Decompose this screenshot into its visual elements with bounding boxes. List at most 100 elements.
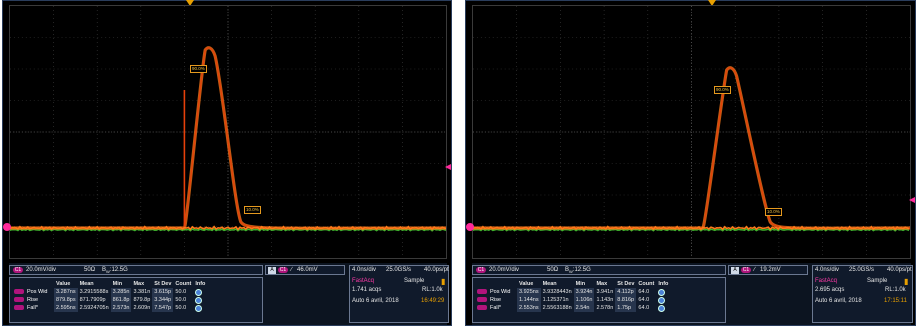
row-name: Pos Wid (490, 289, 511, 295)
info-icon[interactable] (195, 304, 203, 312)
cell-mean: 3.2915588s (79, 289, 109, 295)
col-count: Count (175, 281, 192, 287)
acquisition-count: 2.695 acqs (815, 287, 845, 293)
acquisition-panel[interactable]: 4.0ns/div 25.0GS/s 40.0ps/pt FastAcq Sam… (812, 265, 913, 323)
acquisition-panel[interactable]: 4.0ns/div 25.0GS/s 40.0ps/pt FastAcq Sam… (349, 265, 449, 323)
col-mean: Mean (542, 281, 557, 287)
table-row[interactable]: Rise 879.8ps 871.7909p 861.8p 879.8p 3.3… (12, 296, 207, 304)
cell-stdev: 3.615p (152, 288, 174, 296)
channel-readout[interactable]: C1 20.0mV/div 50Ω BW:12.5G (9, 265, 263, 275)
trigger-mode: Auto (815, 298, 828, 304)
cell-min: 1.106n (573, 296, 595, 304)
cell-count: 64.0 (638, 289, 650, 295)
trigger-slope-icon: ∕ (291, 267, 293, 273)
trigger-level-arrow[interactable] (445, 164, 451, 170)
marker-90-label: 90.0% (714, 86, 731, 94)
channel-bandwidth-label: BW:12.5G (565, 267, 591, 275)
trigger-position-marker[interactable] (708, 0, 716, 6)
channel-1-ground-marker[interactable] (466, 223, 474, 231)
table-row[interactable]: Pos Wid 3.287ns 3.2915588s 3.285n 3.381n… (12, 288, 207, 296)
col-stdev: St Dev (154, 281, 172, 287)
acquisition-date: 6 avril, 2018 (366, 298, 399, 304)
table-row[interactable]: Pos Wid 3.925ns 3.9328443n 3.924n 3.941n… (475, 288, 670, 296)
scope-panel-left: 90.0% 10.0% C1 20.0mV/div 50Ω BW:12.5G A… (2, 0, 452, 326)
row-channel-badge (14, 305, 24, 311)
cell-count: 50.0 (175, 305, 187, 311)
cell-count: 50.0 (175, 297, 187, 303)
channel-bandwidth: 12.5G (111, 267, 128, 273)
row-channel-badge (14, 297, 24, 303)
cell-max: 3.381n (133, 289, 151, 295)
cell-mean: 3.9328443n (542, 289, 572, 295)
channel-scale: 20.0mV/div (489, 267, 520, 273)
cell-mean: 1.125371n (542, 297, 569, 303)
table-row[interactable]: Rise 1.144ns 1.125371n 1.106n 1.143n 8.8… (475, 296, 670, 304)
acquisition-date: 6 avril, 2018 (829, 298, 862, 304)
col-min: Min (112, 281, 123, 287)
trigger-mode: Auto (352, 298, 365, 304)
channel-scale: 20.0mV/div (26, 267, 57, 273)
col-min: Min (575, 281, 586, 287)
channel-readout[interactable]: C1 20.0mV/div 50Ω BW:12.5G (472, 265, 726, 275)
waveform-graticule[interactable]: 90.0% 10.0% (9, 5, 447, 259)
fastacq-label: FastAcq (352, 278, 375, 284)
acquisition-time: 17:15:11 (884, 298, 907, 304)
col-info: Info (658, 281, 669, 287)
trigger-source-a: A (268, 267, 276, 274)
trigger-readout[interactable]: A C1 ∕ 46.0mV (265, 265, 345, 275)
cell-min: 2.54n (573, 304, 595, 312)
cell-stdev: 7.547p (152, 304, 174, 312)
table-row[interactable]: Fall* 2.553ns 2.5563188n 2.54n 2.578n 1.… (475, 304, 670, 312)
acquisition-count: 1.741 acqs (352, 287, 382, 293)
cell-max: 2.609n (133, 305, 151, 311)
acquisition-time: 16:49:29 (421, 298, 445, 304)
measurement-table: Value Mean Min Max St Dev Count Info Pos… (12, 280, 207, 312)
info-icon[interactable] (658, 304, 666, 312)
info-icon[interactable] (195, 296, 203, 304)
trigger-channel-badge: C1 (741, 267, 751, 273)
trigger-level-arrow[interactable] (909, 197, 915, 203)
cell-max: 1.143n (596, 297, 614, 303)
acquisition-type: Sample (867, 278, 888, 284)
row-name: Fall* (27, 305, 39, 311)
record-length: RL:1.0k (885, 287, 906, 293)
cell-min: 3.285n (110, 288, 132, 296)
sample-rate: 25.0GS/s (849, 267, 875, 273)
fastacq-label: FastAcq (815, 278, 838, 284)
measurement-info-area: C1 20.0mV/div 50Ω BW:12.5G A C1 ∕ 19.2mV… (472, 263, 913, 325)
baseline-trace (10, 225, 446, 231)
table-row[interactable]: Fall* 2.595ns 2.5924705n 2.573n 2.609n 7… (12, 304, 207, 312)
cell-max: 879.8p (133, 297, 151, 303)
baseline-trace (473, 225, 910, 231)
info-icon[interactable] (195, 288, 203, 296)
acquisition-type: Sample (404, 278, 425, 284)
record-length: RL:1.0k (422, 287, 443, 293)
run-indicator-icon: ▮ (441, 277, 446, 286)
col-max: Max (133, 281, 145, 287)
cell-count: 64.0 (638, 297, 650, 303)
info-icon[interactable] (658, 296, 666, 304)
marker-10-label: 10.0% (765, 208, 782, 216)
run-indicator-icon: ▮ (904, 277, 909, 286)
cell-stdev: 8.816p (615, 296, 637, 304)
cell-max: 2.578n (596, 305, 614, 311)
row-channel-badge (477, 289, 487, 295)
channel-impedance: 50Ω (84, 267, 96, 273)
channel-bandwidth: 12.5G (574, 267, 591, 273)
trigger-position-marker[interactable] (186, 0, 194, 6)
info-icon[interactable] (658, 288, 666, 296)
timebase-scale: 4.0ns/div (352, 267, 377, 273)
row-channel-badge (477, 305, 487, 311)
cell-min: 2.573n (110, 304, 132, 312)
scope-panel-right: 90.0% 10.0% C1 20.0mV/div 50Ω BW:12.5G A… (465, 0, 916, 326)
timebase-scale: 4.0ns/div (815, 267, 840, 273)
measurement-info-area: C1 20.0mV/div 50Ω BW:12.5G A C1 ∕ 46.0mV… (9, 263, 449, 325)
trigger-readout[interactable]: A C1 ∕ 19.2mV (728, 265, 808, 275)
waveform-graticule[interactable]: 90.0% 10.0% (472, 5, 911, 259)
col-value: Value (519, 281, 534, 287)
channel-1-ground-marker[interactable] (3, 223, 11, 231)
cell-value: 2.553ns (517, 304, 541, 312)
cell-value: 3.287ns (54, 288, 78, 296)
cell-value: 2.595ns (54, 304, 78, 312)
cell-mean: 2.5563188n (542, 305, 572, 311)
